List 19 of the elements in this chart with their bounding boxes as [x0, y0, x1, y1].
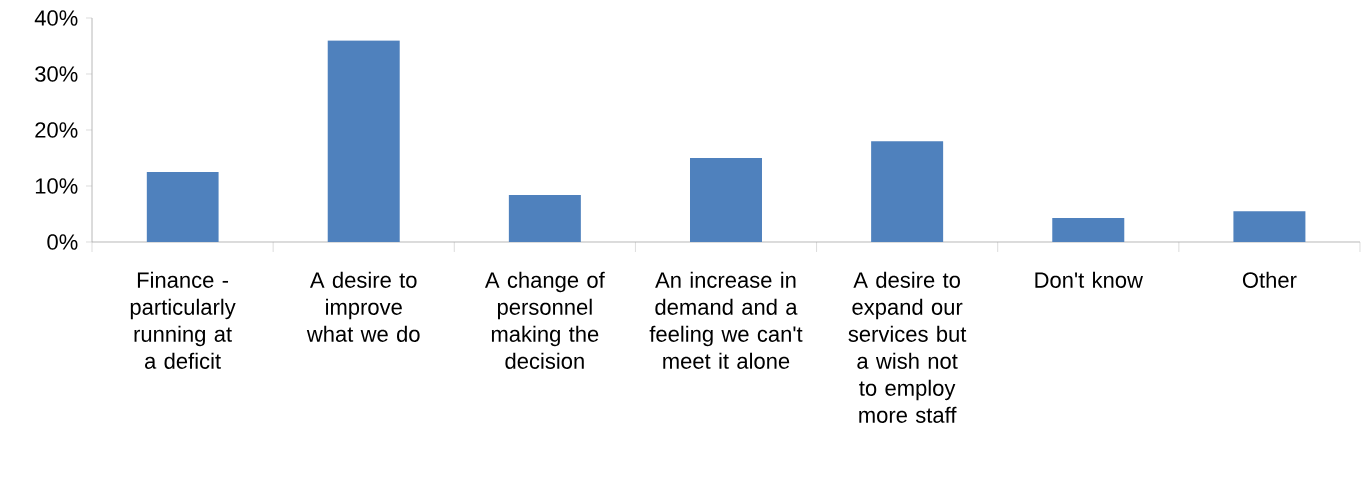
- bar: [1052, 217, 1125, 242]
- bar: [508, 194, 581, 242]
- bar: [1233, 211, 1306, 242]
- y-tick-label: 30%: [35, 66, 78, 82]
- bar: [690, 157, 762, 242]
- y-tick-label: 10%: [35, 178, 78, 194]
- x-tick-label: A desire to improve what we do: [306, 271, 420, 342]
- bar: [871, 141, 944, 242]
- bar: [327, 40, 400, 242]
- bar: [146, 171, 219, 242]
- x-tick-label: An increase in demand and a feeling we can't meet it alone: [649, 271, 803, 369]
- y-tick-label: 40%: [34, 10, 78, 26]
- x-tick-label: A desire to expand our services but a wish not to employ more staff: [848, 271, 967, 423]
- x-tick-label: Finance - particularly running at a deficit: [130, 271, 236, 369]
- x-tick-label: A change of personnel making the decision: [484, 271, 605, 369]
- y-tick-label: 0%: [47, 234, 78, 250]
- y-tick-label: 20%: [35, 122, 78, 138]
- x-tick-label: Don't know: [1035, 271, 1143, 288]
- x-tick-label: Other: [1242, 271, 1297, 288]
